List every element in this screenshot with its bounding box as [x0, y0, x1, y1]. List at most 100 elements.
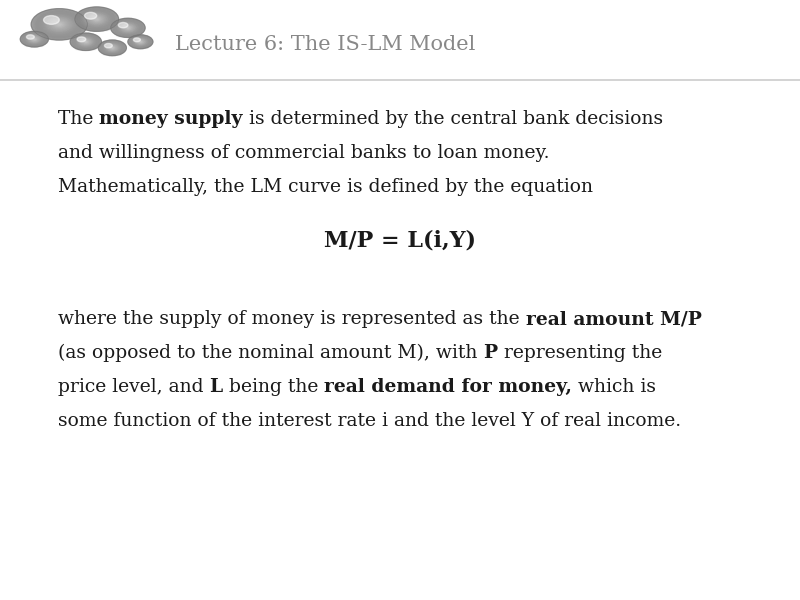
Circle shape [28, 35, 41, 43]
Circle shape [117, 22, 138, 34]
Circle shape [74, 35, 98, 49]
Circle shape [81, 39, 91, 44]
Ellipse shape [25, 45, 43, 47]
Circle shape [114, 20, 142, 35]
Circle shape [37, 12, 82, 37]
Circle shape [76, 36, 96, 47]
Circle shape [30, 37, 38, 41]
Circle shape [33, 38, 36, 40]
Text: P: P [483, 344, 498, 362]
Circle shape [92, 17, 101, 22]
Circle shape [75, 7, 118, 31]
Circle shape [122, 25, 133, 31]
Circle shape [138, 41, 142, 43]
Circle shape [94, 18, 99, 20]
Text: M/P = L(i,Y): M/P = L(i,Y) [324, 229, 476, 251]
Circle shape [118, 22, 128, 28]
Circle shape [91, 16, 102, 22]
Text: money supply: money supply [99, 110, 243, 128]
Circle shape [27, 35, 42, 43]
Circle shape [33, 10, 86, 39]
Circle shape [100, 41, 125, 55]
Circle shape [51, 20, 68, 29]
Circle shape [84, 12, 110, 26]
Circle shape [26, 35, 34, 39]
Circle shape [101, 41, 124, 55]
Circle shape [85, 13, 97, 19]
Circle shape [22, 32, 46, 46]
Circle shape [77, 37, 95, 47]
Text: L: L [210, 378, 222, 396]
Text: where the supply of money is represented as the: where the supply of money is represented… [58, 310, 526, 328]
Circle shape [31, 37, 38, 41]
Circle shape [124, 26, 132, 30]
Circle shape [58, 23, 61, 25]
Circle shape [132, 37, 149, 47]
Circle shape [77, 37, 94, 47]
Circle shape [125, 26, 131, 30]
Circle shape [89, 14, 105, 23]
Circle shape [131, 37, 150, 47]
Circle shape [24, 34, 45, 45]
Circle shape [83, 40, 89, 43]
Circle shape [130, 36, 151, 48]
Circle shape [31, 8, 87, 40]
Circle shape [27, 35, 42, 43]
Circle shape [136, 40, 145, 44]
Circle shape [104, 43, 121, 53]
Circle shape [70, 34, 101, 50]
Circle shape [42, 14, 77, 34]
Text: The: The [58, 110, 99, 128]
Circle shape [137, 40, 144, 44]
Circle shape [114, 20, 142, 36]
Circle shape [78, 37, 94, 46]
Circle shape [93, 17, 100, 21]
Circle shape [40, 13, 79, 35]
Circle shape [139, 41, 142, 43]
Circle shape [42, 15, 76, 34]
Ellipse shape [76, 48, 96, 50]
Circle shape [110, 46, 115, 49]
Circle shape [106, 44, 119, 52]
Circle shape [128, 35, 153, 49]
Circle shape [57, 23, 62, 26]
Circle shape [103, 43, 122, 53]
Circle shape [117, 22, 139, 34]
Circle shape [90, 16, 103, 23]
Circle shape [31, 38, 37, 41]
Circle shape [134, 38, 147, 46]
Circle shape [77, 8, 116, 30]
Circle shape [75, 35, 97, 48]
Circle shape [129, 35, 152, 48]
Circle shape [36, 11, 82, 37]
Circle shape [123, 25, 133, 31]
Circle shape [114, 20, 141, 35]
Circle shape [94, 17, 100, 21]
Circle shape [84, 41, 87, 43]
Circle shape [138, 40, 143, 43]
Circle shape [21, 32, 48, 47]
Circle shape [113, 19, 143, 37]
Text: which is: which is [572, 378, 656, 396]
Circle shape [43, 16, 59, 25]
Circle shape [29, 36, 39, 42]
Circle shape [98, 40, 126, 56]
Circle shape [75, 7, 118, 31]
Circle shape [104, 43, 120, 52]
Circle shape [109, 46, 115, 50]
Circle shape [44, 16, 74, 33]
Ellipse shape [82, 28, 111, 31]
Circle shape [109, 46, 116, 50]
Circle shape [83, 11, 110, 27]
Ellipse shape [103, 53, 122, 55]
Ellipse shape [132, 47, 149, 49]
Circle shape [134, 38, 146, 45]
Circle shape [106, 44, 119, 52]
Circle shape [120, 23, 136, 32]
Text: is determined by the central bank decisions: is determined by the central bank decisi… [243, 110, 663, 128]
Circle shape [20, 31, 48, 47]
Circle shape [29, 36, 40, 42]
Circle shape [82, 40, 89, 43]
Circle shape [139, 41, 142, 42]
Circle shape [129, 35, 152, 48]
